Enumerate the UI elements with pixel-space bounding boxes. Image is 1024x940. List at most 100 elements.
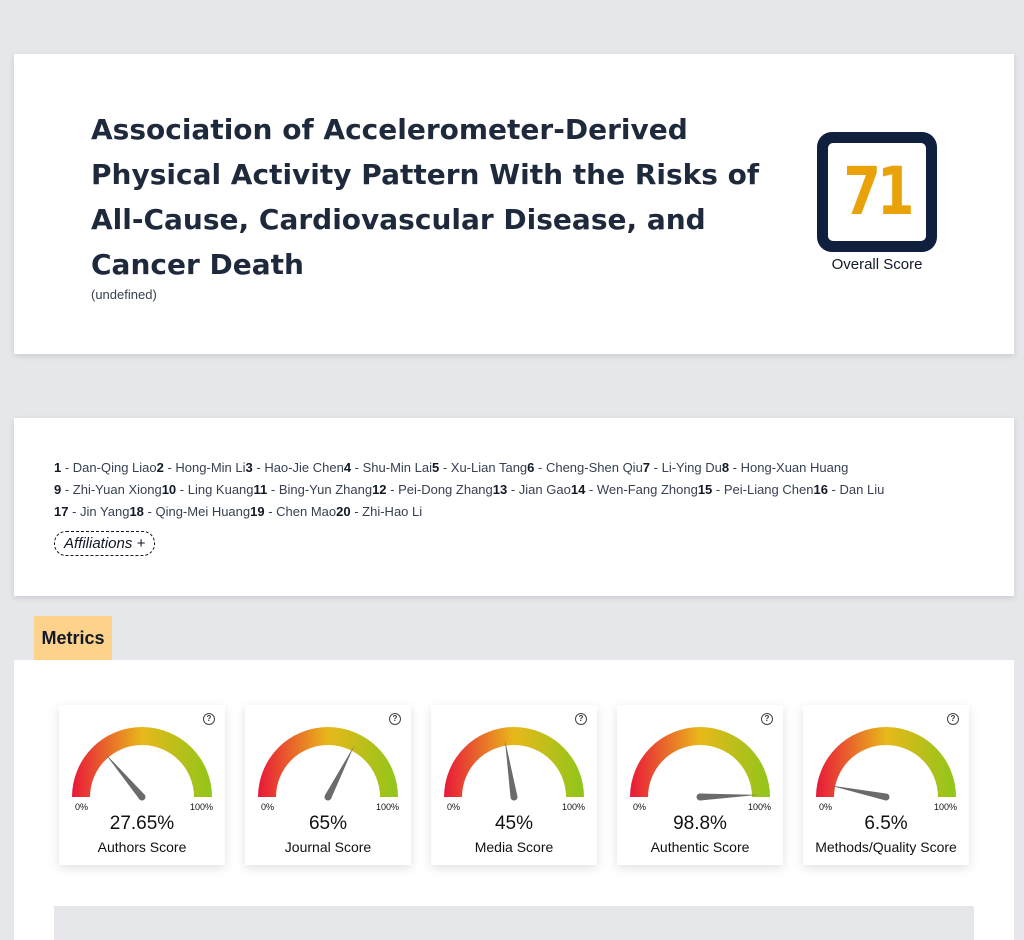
gauge-needle — [829, 785, 887, 801]
gauge-min-label: 0% — [633, 802, 647, 812]
gauge-dial — [630, 727, 770, 801]
author-name[interactable]: Li-Ying Du — [661, 460, 722, 475]
gauge-value: 6.5% — [864, 813, 908, 834]
author-number: 3 — [245, 460, 253, 475]
author-number: 15 — [697, 482, 713, 497]
author-name[interactable]: Chen Mao — [276, 504, 337, 519]
author-name[interactable]: Shu-Min Lai — [362, 460, 432, 475]
gauge-card: ? 0% 100% 65% Journal Score — [245, 705, 411, 865]
gauge-min-label: 0% — [261, 802, 275, 812]
author-name[interactable]: Xu-Lian Tang — [450, 460, 528, 475]
gauge-max-label: 100% — [189, 802, 213, 812]
help-icon[interactable]: ? — [389, 713, 401, 725]
author-name[interactable]: Wen-Fang Zhong — [596, 482, 698, 497]
gauge-dial — [816, 727, 956, 801]
gauge-label: Authors Score — [97, 839, 187, 855]
gauge-min-label: 0% — [75, 802, 89, 812]
author-name[interactable]: Zhi-Hao Li — [362, 504, 423, 519]
author-name[interactable]: Jian Gao — [518, 482, 571, 497]
gauge-needle — [504, 739, 518, 798]
author-name[interactable]: Pei-Liang Chen — [723, 482, 814, 497]
gauge-label: Methods/Quality Score — [815, 839, 957, 855]
author-number: 6 — [527, 460, 535, 475]
author-number: 13 — [492, 482, 508, 497]
author-number: 12 — [372, 482, 387, 497]
gauge-value: 27.65% — [109, 813, 175, 834]
author-number: 7 — [642, 460, 651, 475]
article-subnote: (undefined) — [91, 287, 157, 302]
author-number: 18 — [129, 504, 144, 519]
author-number: 9 — [54, 482, 62, 497]
gauge-dial — [72, 727, 212, 801]
gauge-max-label: 100% — [375, 802, 399, 812]
help-icon[interactable]: ? — [203, 713, 215, 725]
author-name[interactable]: Hao-Jie Chen — [264, 460, 344, 475]
gauge-needle-hub — [138, 793, 146, 801]
author-number: 4 — [343, 460, 352, 475]
overall-score-value: 71 — [843, 153, 914, 230]
author-name[interactable]: Pei-Dong Zhang — [398, 482, 493, 497]
author-number: 8 — [721, 460, 730, 475]
gauge-max-label: 100% — [561, 802, 585, 812]
gauge-card: ? 0% 100% 6.5% Methods/Quality Score — [803, 705, 969, 865]
author-name[interactable]: Bing-Yun Zhang — [278, 482, 373, 497]
gauge-needle — [104, 752, 145, 800]
author-number: 1 — [54, 460, 62, 475]
metrics-detail-panel — [54, 906, 974, 940]
gauge-card: ? 0% 100% 98.8% Authentic Score — [617, 705, 783, 865]
gauge-arc — [444, 727, 584, 797]
author-number: 5 — [431, 460, 440, 475]
author-number: 14 — [570, 482, 586, 497]
metrics-card: ? 0% 100% 27.65% Authors Score? 0% 100% 65% Jour… — [14, 660, 1014, 940]
overall-score-label: Overall Score — [831, 256, 923, 273]
author-name[interactable]: Zhi-Yuan Xiong — [72, 482, 162, 497]
author-number: 20 — [336, 504, 351, 519]
metrics-gauges: ? 0% 100% 27.65% Authors Score? 0% 100% 65% Jour… — [59, 705, 969, 865]
gauge-arc — [72, 727, 212, 797]
author-number: 17 — [54, 504, 69, 519]
gauge-value: 45% — [494, 813, 534, 834]
author-name[interactable]: Cheng-Shen Qiu — [545, 460, 643, 475]
metrics-section-tab: Metrics — [34, 616, 112, 660]
overall-score-badge: 71 — [817, 132, 937, 252]
gauge-dial — [258, 727, 398, 801]
gauge-value: 65% — [308, 813, 348, 834]
authors-card: 1 - Dan-Qing Liao2 - Hong-Min Li3 - Hao-… — [14, 418, 1014, 596]
gauge-label: Media Score — [474, 839, 554, 855]
gauge-arc — [258, 727, 398, 797]
author-name[interactable]: Qing-Mei Huang — [155, 504, 251, 519]
author-number: 2 — [156, 460, 164, 475]
gauge-needle-hub — [510, 793, 518, 801]
gauge-arc — [816, 727, 956, 797]
gauge-arc — [630, 727, 770, 797]
author-name[interactable]: Hong-Xuan Huang — [740, 460, 849, 475]
authors-list: 1 - Dan-Qing Liao2 - Hong-Min Li3 - Hao-… — [54, 460, 885, 519]
gauge-needle — [699, 793, 758, 801]
author-number: 19 — [250, 504, 265, 519]
author-number: 16 — [813, 482, 828, 497]
gauge-min-label: 0% — [447, 802, 461, 812]
gauge-max-label: 100% — [747, 802, 771, 812]
affiliations-toggle-button[interactable]: Affiliations + — [54, 531, 156, 556]
article-header-card: Association of Accelerometer-Derived Phy… — [14, 54, 1014, 354]
gauge-max-label: 100% — [933, 802, 957, 812]
gauge-label: Authentic Score — [650, 839, 750, 855]
author-number: 10 — [161, 482, 177, 497]
gauge-min-label: 0% — [819, 802, 833, 812]
help-icon[interactable]: ? — [761, 713, 773, 725]
gauge-dial — [444, 727, 584, 801]
author-name[interactable]: Ling Kuang — [187, 482, 254, 497]
gauge-value: 98.8% — [673, 813, 727, 834]
gauge-card: ? 0% 100% 27.65% Authors Score — [59, 705, 225, 865]
author-number: 11 — [253, 482, 268, 497]
author-name[interactable]: Jin Yang — [80, 504, 130, 519]
gauge-needle-hub — [324, 793, 332, 801]
help-icon[interactable]: ? — [575, 713, 587, 725]
author-name[interactable]: Dan-Qing Liao — [72, 460, 157, 475]
gauge-needle-hub — [882, 793, 890, 801]
author-name[interactable]: Hong-Min Li — [175, 460, 246, 475]
article-title: Association of Accelerometer-Derived Phy… — [91, 113, 760, 281]
author-name[interactable]: Dan Liu — [839, 482, 885, 497]
gauge-needle — [324, 745, 355, 799]
help-icon[interactable]: ? — [947, 713, 959, 725]
